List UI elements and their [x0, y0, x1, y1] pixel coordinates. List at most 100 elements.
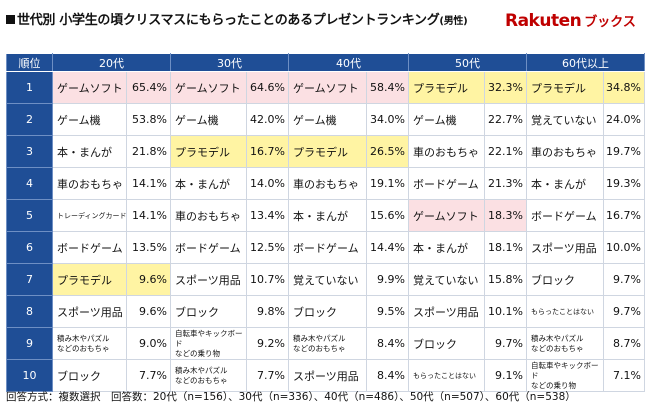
present-item-cell: ブロック: [170, 295, 247, 328]
present-item-cell: ブロック: [526, 263, 604, 296]
percentage-cell: 19.7%: [603, 135, 645, 168]
percentage-cell: 24.0%: [603, 103, 645, 136]
table-header-row: 順位 20代 30代 40代 50代 60代以上: [6, 53, 645, 72]
percentage-cell: 21.3%: [484, 167, 527, 200]
present-item-cell: もらったことはない: [526, 295, 604, 328]
present-item-cell: 車のおもちゃ: [526, 135, 604, 168]
present-item-cell: ボードゲーム: [52, 231, 127, 264]
table-row: 2 ゲーム機 53.8% ゲーム機 42.0% ゲーム機 34.0% ゲーム機 22.7% 覚えて…: [6, 103, 645, 136]
present-item-cell: プラモデル: [408, 71, 485, 104]
present-item-cell: 覚えていない: [408, 263, 485, 296]
percentage-cell: 10.0%: [603, 231, 645, 264]
percentage-cell: 14.4%: [366, 231, 409, 264]
present-item-cell: 車のおもちゃ: [288, 167, 367, 200]
present-item-cell: 本・まんが: [288, 199, 367, 232]
present-item-cell: ゲーム機: [288, 103, 367, 136]
table-row: 5 トレーディングカード 14.1% 車のおもちゃ 13.4% 本・まんが 15.6% ゲーム…: [6, 199, 645, 232]
title-suffix: (男性): [439, 16, 468, 27]
table-row: 10 ブロック 7.7% 積み木やパズル などのおもちゃ 7.7% スポーツ用品 8.4% も…: [6, 359, 645, 392]
present-item-cell: スポーツ用品: [170, 263, 247, 296]
percentage-cell: 7.1%: [603, 359, 645, 392]
percentage-cell: 32.3%: [484, 71, 527, 104]
percentage-cell: 64.6%: [246, 71, 289, 104]
present-item-cell: もらったことはない: [408, 359, 485, 392]
present-item-cell: 本・まんが: [526, 167, 604, 200]
square-bullet-icon: [6, 15, 15, 24]
percentage-cell: 15.8%: [484, 263, 527, 296]
rank-cell: 3: [6, 135, 53, 168]
percentage-cell: 12.5%: [246, 231, 289, 264]
percentage-cell: 34.0%: [366, 103, 409, 136]
present-item-cell: 車のおもちゃ: [170, 199, 247, 232]
column-header: 20代: [52, 53, 171, 72]
present-item-cell: 車のおもちゃ: [52, 167, 127, 200]
present-item-cell: 本・まんが: [170, 167, 247, 200]
table-row: 9 積み木やパズル などのおもちゃ 9.0% 自転車やキックボード などの乗り物 9.2…: [6, 327, 645, 360]
percentage-cell: 65.4%: [126, 71, 171, 104]
present-item-cell: 積み木やパズル などのおもちゃ: [526, 327, 604, 360]
present-item-cell: 積み木やパズル などのおもちゃ: [52, 327, 127, 360]
present-item-cell: トレーディングカード: [52, 199, 127, 232]
present-item-cell: プラモデル: [526, 71, 604, 104]
table-row: 4 車のおもちゃ 14.1% 本・まんが 14.0% 車のおもちゃ 19.1% ボードゲーム 2…: [6, 167, 645, 200]
percentage-cell: 18.3%: [484, 199, 527, 232]
percentage-cell: 9.1%: [484, 359, 527, 392]
percentage-cell: 22.1%: [484, 135, 527, 168]
logo-service: ブックス: [584, 15, 636, 30]
present-item-cell: ゲーム機: [170, 103, 247, 136]
footnote: 回答方式：複数選択 回答数：20代（n=156）、30代（n=336）、40代（…: [6, 391, 576, 403]
table-row: 1 ゲームソフト 65.4% ゲームソフト 64.6% ゲームソフト 58.4% プラモデル 3…: [6, 71, 645, 104]
table-body: 1 ゲームソフト 65.4% ゲームソフト 64.6% ゲームソフト 58.4% プラモデル 3…: [6, 71, 645, 392]
percentage-cell: 16.7%: [603, 199, 645, 232]
rakuten-books-logo: Rakuten ブックス: [505, 8, 636, 34]
column-header: 40代: [288, 53, 409, 72]
present-item-cell: ボードゲーム: [526, 199, 604, 232]
present-item-cell: 積み木やパズル などのおもちゃ: [170, 359, 247, 392]
percentage-cell: 21.8%: [126, 135, 171, 168]
table-row: 7 プラモデル 9.6% スポーツ用品 10.7% 覚えていない 9.9% 覚えていない 15.…: [6, 263, 645, 296]
ranking-table: 順位 20代 30代 40代 50代 60代以上 1 ゲームソフト 65.4% ゲーム…: [6, 53, 645, 392]
rank-cell: 7: [6, 263, 53, 296]
present-item-cell: ゲームソフト: [170, 71, 247, 104]
table-row: 3 本・まんが 21.8% プラモデル 16.7% プラモデル 26.5% 車のおもちゃ 22.…: [6, 135, 645, 168]
present-item-cell: 自転車やキックボード などの乗り物: [526, 359, 604, 392]
percentage-cell: 9.7%: [484, 327, 527, 360]
percentage-cell: 15.6%: [366, 199, 409, 232]
table-row: 8 スポーツ用品 9.6% ブロック 9.8% ブロック 9.5% スポーツ用品 10.1% もら…: [6, 295, 645, 328]
rank-cell: 6: [6, 231, 53, 264]
rank-cell: 2: [6, 103, 53, 136]
percentage-cell: 53.8%: [126, 103, 171, 136]
percentage-cell: 13.4%: [246, 199, 289, 232]
present-item-cell: ゲーム機: [408, 103, 485, 136]
present-item-cell: プラモデル: [52, 263, 127, 296]
percentage-cell: 13.5%: [126, 231, 171, 264]
percentage-cell: 9.5%: [366, 295, 409, 328]
present-item-cell: ゲームソフト: [408, 199, 485, 232]
percentage-cell: 10.1%: [484, 295, 527, 328]
column-header: 30代: [170, 53, 289, 72]
percentage-cell: 18.1%: [484, 231, 527, 264]
percentage-cell: 9.6%: [126, 295, 171, 328]
column-header: 50代: [408, 53, 527, 72]
percentage-cell: 8.4%: [366, 327, 409, 360]
percentage-cell: 8.7%: [603, 327, 645, 360]
present-item-cell: スポーツ用品: [52, 295, 127, 328]
rank-cell: 9: [6, 327, 53, 360]
logo-brand: Rakuten: [505, 11, 582, 31]
present-item-cell: ボードゲーム: [170, 231, 247, 264]
rank-cell: 10: [6, 359, 53, 392]
present-item-cell: スポーツ用品: [288, 359, 367, 392]
percentage-cell: 14.1%: [126, 199, 171, 232]
present-item-cell: 本・まんが: [52, 135, 127, 168]
column-header: 順位: [6, 53, 53, 72]
present-item-cell: プラモデル: [288, 135, 367, 168]
present-item-cell: 自転車やキックボード などの乗り物: [170, 327, 247, 360]
percentage-cell: 42.0%: [246, 103, 289, 136]
present-item-cell: スポーツ用品: [408, 295, 485, 328]
percentage-cell: 7.7%: [246, 359, 289, 392]
present-item-cell: 車のおもちゃ: [408, 135, 485, 168]
percentage-cell: 9.2%: [246, 327, 289, 360]
present-item-cell: ブロック: [52, 359, 127, 392]
page-title: 世代別 小学生の頃クリスマスにもらったことのあるプレゼントランキング(男性): [6, 8, 476, 34]
percentage-cell: 14.0%: [246, 167, 289, 200]
